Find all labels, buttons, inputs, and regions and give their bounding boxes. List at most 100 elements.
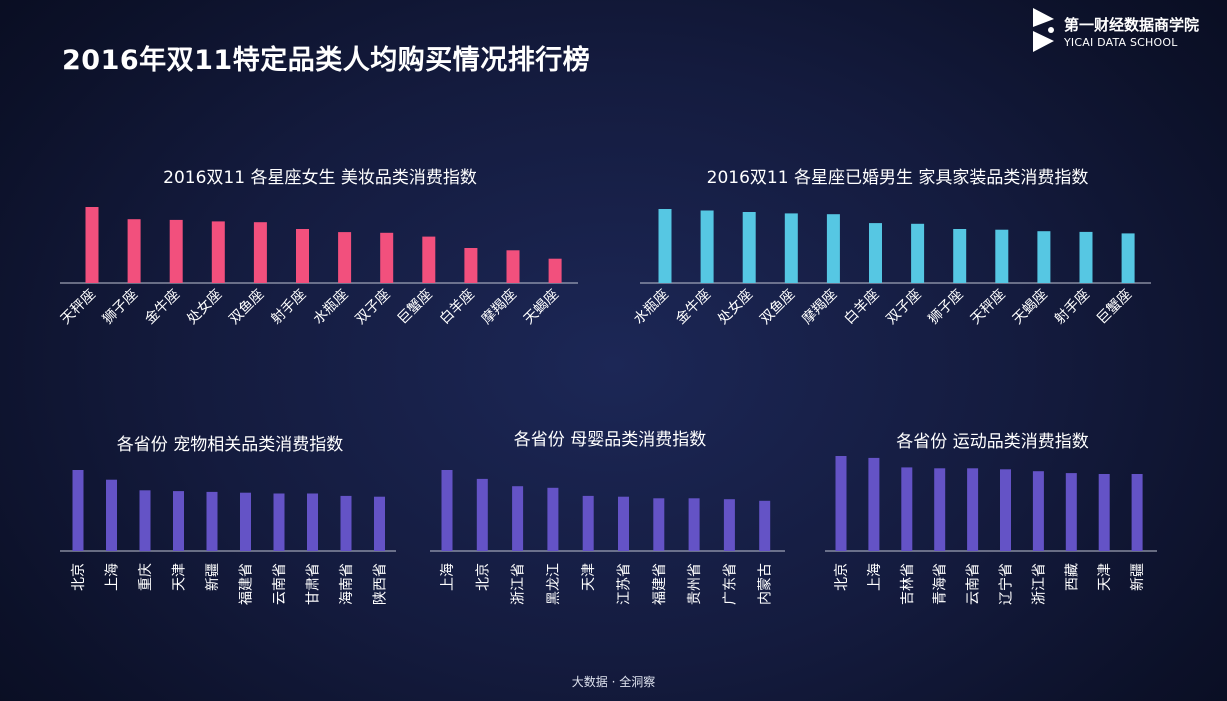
bar-9 <box>995 229 1009 283</box>
bar-10 <box>374 496 385 551</box>
bar-5 <box>253 222 267 283</box>
chart-zodiac-married-male-furniture: 2016双11 各星座已婚男生 家具家装品类消费指数 水瓶座 金牛座 处女座 双鱼座摩… <box>631 160 1155 360</box>
bar-11 <box>506 250 520 283</box>
tick-label: 巨蟹座 <box>395 287 436 328</box>
tick-label: 白羊座 <box>841 287 882 328</box>
chart-plot: 上海 北京 浙江省 黑龙江 天津 江苏省 福建省 贵州省 广东省 内蒙古 <box>430 470 785 605</box>
bar-2 <box>476 478 488 551</box>
bar-2 <box>700 210 714 283</box>
chart-plot: 北京 上海 吉林省 青海省 云南省 辽宁省 浙江省 西藏 天津 新疆 <box>825 456 1157 605</box>
tick-label: 射手座 <box>268 287 309 328</box>
bar-8 <box>688 498 700 551</box>
tick-label: 青海省 <box>933 563 949 605</box>
tick-label: 天蝎座 <box>521 287 562 328</box>
tick-label: 摩羯座 <box>799 286 841 328</box>
brand: 第一财经数据商学院 YICAI DATA SCHOOL <box>1030 5 1220 55</box>
tick-label: 双鱼座 <box>756 286 798 328</box>
bar-6 <box>1000 469 1011 551</box>
bar-8 <box>380 232 394 283</box>
tick-label: 贵州省 <box>687 563 703 605</box>
bar-4 <box>547 487 559 551</box>
bar-10 <box>1037 231 1051 283</box>
bar-1 <box>658 209 672 283</box>
tick-label: 白羊座 <box>437 287 478 328</box>
tick-label: 双子座 <box>353 287 394 328</box>
tick-label: 天津 <box>1097 563 1113 591</box>
bar-10 <box>464 248 478 283</box>
chart-plot: 水瓶座 金牛座 处女座 双鱼座 摩羯座 白羊座 双子座 狮子座 天秤座 天蝎座 射手座 巨蟹座 <box>631 209 1151 328</box>
tick-label: 金牛座 <box>142 287 183 328</box>
tick-label: 水瓶座 <box>310 287 351 328</box>
bar-3 <box>139 490 151 552</box>
tick-label: 狮子座 <box>100 287 141 328</box>
bar-3 <box>512 486 524 551</box>
tick-label: 新疆 <box>205 563 221 591</box>
tick-label: 天蝎座 <box>1010 287 1051 328</box>
tick-label: 陕西省 <box>373 563 389 605</box>
tick-label: 重庆 <box>138 563 154 591</box>
tick-label: 北京 <box>475 563 491 591</box>
bar-10 <box>759 500 771 551</box>
chart-title: 2016双11 各星座女生 美妆品类消费指数 <box>163 168 477 188</box>
bar-10 <box>1131 474 1143 551</box>
tick-label: 江苏省 <box>617 563 633 605</box>
chart-title: 各省份 宠物相关品类消费指数 <box>116 435 344 455</box>
bar-6 <box>869 223 882 283</box>
bar-5 <box>967 468 979 551</box>
bar-8 <box>307 493 318 551</box>
yicai-logo-icon <box>1033 8 1054 52</box>
bar-1 <box>72 470 84 551</box>
tick-label: 上海 <box>440 563 456 591</box>
bar-7 <box>911 223 925 283</box>
bar-3 <box>169 219 183 283</box>
bar-4 <box>784 213 798 283</box>
bar-11 <box>1079 231 1093 283</box>
bar-6 <box>296 229 309 283</box>
tick-label: 内蒙古 <box>758 563 774 605</box>
tick-label: 新疆 <box>1130 563 1146 591</box>
tick-label: 广东省 <box>722 563 738 605</box>
tick-label: 吉林省 <box>900 563 916 605</box>
bar-2 <box>106 479 117 551</box>
chart-province-pet: 各省份 宠物相关品类消费指数 北京 上海 重庆 天津 新疆 福建省 云南省 甘肃省 海南省 陕西省 <box>60 425 400 625</box>
tick-label: 双子座 <box>883 287 924 328</box>
chart-title: 各省份 运动品类消费指数 <box>896 432 1089 452</box>
tick-label: 北京 <box>834 563 850 591</box>
tick-label: 天津 <box>581 563 597 591</box>
tick-label: 水瓶座 <box>631 287 672 328</box>
tick-label: 双鱼座 <box>226 286 268 328</box>
tick-label: 巨蟹座 <box>1094 287 1135 328</box>
bar-1 <box>85 207 99 283</box>
tick-label: 北京 <box>71 563 87 591</box>
bar-9 <box>422 236 436 283</box>
bar-12 <box>548 258 562 283</box>
tick-label: 狮子座 <box>926 287 967 328</box>
bar-4 <box>934 468 946 551</box>
bar-9 <box>1098 474 1110 551</box>
tick-label: 黑龙江 <box>546 563 562 605</box>
tick-label: 福建省 <box>652 563 668 605</box>
chart-plot: 北京 上海 重庆 天津 新疆 福建省 云南省 甘肃省 海南省 陕西省 <box>60 470 396 605</box>
tick-label: 摩羯座 <box>478 286 520 328</box>
tick-label: 射手座 <box>1052 287 1093 328</box>
bar-7 <box>1032 471 1044 551</box>
tick-label: 天秤座 <box>968 287 1009 328</box>
bar-5 <box>582 495 594 551</box>
bar-7 <box>273 493 285 551</box>
tick-label: 天津 <box>172 563 188 591</box>
tick-label: 云南省 <box>966 563 982 605</box>
tick-label: 福建省 <box>239 563 255 605</box>
chart-title: 各省份 母婴品类消费指数 <box>513 430 707 450</box>
bar-6 <box>618 496 629 551</box>
bar-12 <box>1121 233 1135 283</box>
bar-3 <box>742 212 756 283</box>
bar-9 <box>340 495 352 551</box>
chart-province-sports: 各省份 运动品类消费指数 北京 上海 吉林省 青海省 云南省 辽宁省 浙江省 西藏 天津 新疆 <box>825 425 1160 625</box>
tick-label: 西藏 <box>1064 563 1080 591</box>
bar-7 <box>653 498 665 551</box>
chart-province-mother-baby: 各省份 母婴品类消费指数 上海 北京 浙江省 黑龙江 天津 江苏省 福建省 贵州省 广东省 内蒙古 <box>430 425 790 625</box>
tick-label: 处女座 <box>183 286 225 328</box>
page-title: 2016年双11特定品类人均购买情况排行榜 <box>62 45 591 76</box>
bar-5 <box>206 491 218 551</box>
tick-label: 云南省 <box>272 563 288 605</box>
